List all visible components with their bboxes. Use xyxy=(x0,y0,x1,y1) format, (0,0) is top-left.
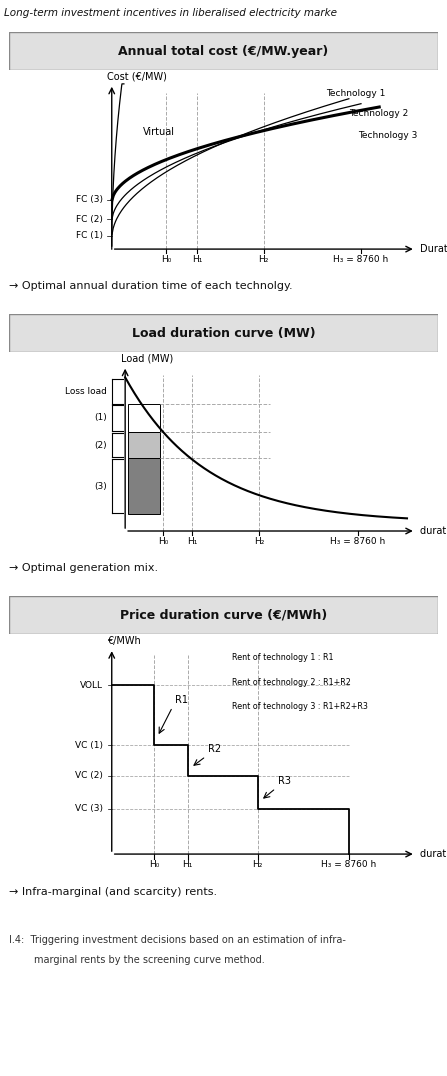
Bar xyxy=(128,431,160,458)
Text: (3): (3) xyxy=(94,482,107,491)
Text: H₃ = 8760 h: H₃ = 8760 h xyxy=(333,255,388,264)
Text: Technology 2: Technology 2 xyxy=(349,110,408,118)
Text: → Optimal annual duration time of each technolgy.: → Optimal annual duration time of each t… xyxy=(9,281,293,292)
Text: I.4:  Triggering investment decisions based on an estimation of infra-: I.4: Triggering investment decisions bas… xyxy=(9,935,346,945)
Text: Rent of technology 2 : R1+R2: Rent of technology 2 : R1+R2 xyxy=(232,678,351,686)
Text: VC (1): VC (1) xyxy=(75,740,103,750)
Text: (1): (1) xyxy=(94,413,107,423)
Text: Load duration curve (MW): Load duration curve (MW) xyxy=(132,326,315,340)
Text: Technology 1: Technology 1 xyxy=(326,89,386,98)
Text: → Optimal generation mix.: → Optimal generation mix. xyxy=(9,563,158,574)
Text: duration (h/y): duration (h/y) xyxy=(420,849,447,859)
Text: Duration (h/y): Duration (h/y) xyxy=(420,244,447,254)
Text: → Infra-marginal (and scarcity) rents.: → Infra-marginal (and scarcity) rents. xyxy=(9,887,217,897)
Text: H₃ = 8760 h: H₃ = 8760 h xyxy=(321,860,376,869)
Bar xyxy=(128,404,160,431)
Text: VOLL: VOLL xyxy=(80,681,103,690)
Text: Virtual: Virtual xyxy=(143,127,175,137)
Text: H₀: H₀ xyxy=(158,537,168,546)
Text: H₂: H₂ xyxy=(258,255,269,264)
Text: H₁: H₁ xyxy=(187,537,197,546)
Text: H₁: H₁ xyxy=(182,860,193,869)
Text: H₂: H₂ xyxy=(253,860,263,869)
Text: VC (3): VC (3) xyxy=(75,804,103,813)
Text: Load (MW): Load (MW) xyxy=(121,354,173,364)
Bar xyxy=(128,458,160,514)
Text: H₂: H₂ xyxy=(253,537,264,546)
Text: H₃ = 8760 h: H₃ = 8760 h xyxy=(330,537,385,546)
Text: H₁: H₁ xyxy=(192,255,202,264)
Text: R3: R3 xyxy=(278,776,291,787)
Text: H₀: H₀ xyxy=(149,860,160,869)
Text: H₀: H₀ xyxy=(161,255,172,264)
Text: Cost (€/MW): Cost (€/MW) xyxy=(107,72,167,82)
Text: Long-term investment incentives in liberalised electricity marke: Long-term investment incentives in liber… xyxy=(4,9,337,18)
Text: (2): (2) xyxy=(95,440,107,450)
Text: Price duration curve (€/MWh): Price duration curve (€/MWh) xyxy=(120,608,327,622)
Text: duration (h/y): duration (h/y) xyxy=(420,526,447,536)
Text: Technology 3: Technology 3 xyxy=(358,131,417,140)
Text: Rent of technology 3 : R1+R2+R3: Rent of technology 3 : R1+R2+R3 xyxy=(232,702,368,711)
Text: €/MWh: €/MWh xyxy=(107,636,141,646)
Text: R2: R2 xyxy=(208,745,221,754)
Text: marginal rents by the screening curve method.: marginal rents by the screening curve me… xyxy=(9,955,265,965)
Text: R1: R1 xyxy=(175,695,188,705)
Text: FC (2): FC (2) xyxy=(76,215,103,224)
Text: FC (3): FC (3) xyxy=(76,195,103,204)
Text: FC (1): FC (1) xyxy=(76,231,103,240)
Text: Rent of technology 1 : R1: Rent of technology 1 : R1 xyxy=(232,653,334,663)
Text: VC (2): VC (2) xyxy=(75,771,103,780)
Text: Loss load: Loss load xyxy=(65,387,107,396)
Text: Annual total cost (€/MW.year): Annual total cost (€/MW.year) xyxy=(118,44,329,58)
